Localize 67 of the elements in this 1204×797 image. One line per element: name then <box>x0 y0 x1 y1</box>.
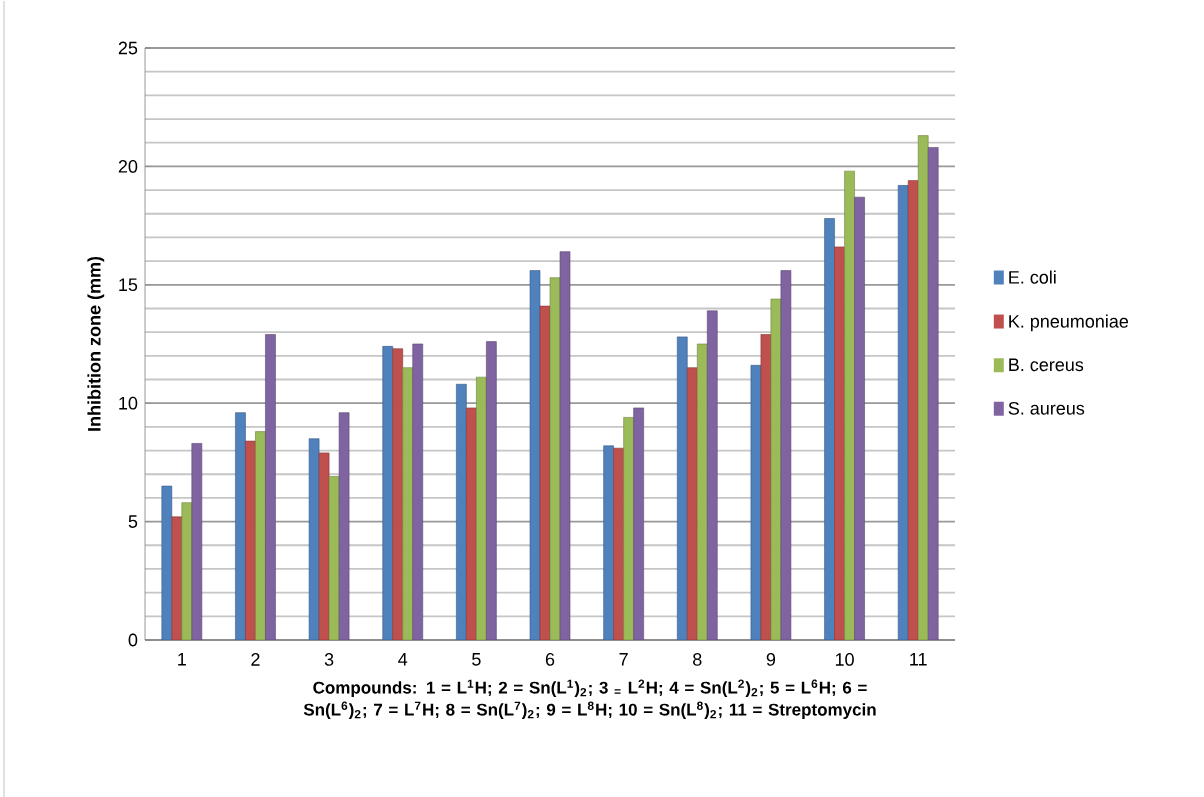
x-tick-label: 2 <box>251 652 260 666</box>
bar <box>476 376 487 640</box>
y-tick-label: 25 <box>118 41 138 55</box>
bar <box>559 251 571 640</box>
bar <box>854 196 865 640</box>
bar <box>338 412 350 640</box>
bar <box>171 516 183 640</box>
bar <box>750 364 762 640</box>
bar <box>917 135 929 640</box>
bar <box>770 298 782 640</box>
bar <box>328 476 340 640</box>
bar <box>402 367 414 640</box>
bar <box>235 412 246 640</box>
x-tick-label: 4 <box>398 652 408 666</box>
bar <box>686 367 698 640</box>
bar <box>161 485 173 640</box>
bar <box>265 334 276 640</box>
bar <box>780 270 792 640</box>
y-tick-label: 15 <box>119 278 138 291</box>
bar <box>907 180 919 640</box>
legend-label: S. aureus <box>1008 401 1085 415</box>
bar <box>456 383 467 640</box>
x-tick-label: 3 <box>324 652 334 666</box>
x-tick-label: 11 <box>910 652 927 666</box>
bar <box>308 438 320 640</box>
bar <box>927 146 939 640</box>
bar <box>245 440 256 640</box>
bar <box>633 407 644 640</box>
legend-label: E. coli <box>1009 270 1056 284</box>
y-tick-label: 20 <box>118 159 138 173</box>
x-tick-label: 5 <box>472 652 481 666</box>
text: Compounds: 1 = L$^{1}$H; 2 = Sn(L$^{1}$)$_{2}$; 3 $_{=}$ L$^{2}$H; 4 = Sn(L$^{2}$)$_{2}$; 5 = L$^{6}$H; 6 = Sn(L$^{6}$)$_{2}$; 7 = L$^{7}$H; 8 = Sn(L$^{7}$)$_{2}$; 9 = L$^{8}$H; 10 = Sn(L$^{8}$)$_{2}$; 11 = Streptomycin <box>303 679 876 719</box>
x-tick-label: 8 <box>693 652 702 666</box>
x-tick-label: 7 <box>619 652 628 666</box>
y-tick-label: 5 <box>128 515 138 528</box>
y-axis-title: Inhibition zone (mm) <box>87 256 105 431</box>
bar <box>897 184 909 640</box>
bar <box>760 334 772 640</box>
bar <box>623 416 634 640</box>
y-tick-label: 10 <box>119 396 138 410</box>
bar <box>706 310 718 640</box>
bar <box>529 270 541 640</box>
bar <box>382 345 394 640</box>
bar <box>191 442 203 640</box>
bar <box>318 452 330 640</box>
bar <box>834 246 845 640</box>
bar <box>486 341 497 640</box>
legend-label: B. cereus <box>1009 358 1084 371</box>
bar <box>549 277 561 640</box>
x-tick-label: 6 <box>545 652 555 666</box>
bar <box>696 343 708 640</box>
bar <box>466 407 477 640</box>
x-tick-label: 10 <box>835 652 854 666</box>
bar <box>676 336 688 640</box>
bar <box>603 445 614 640</box>
bar <box>181 502 193 640</box>
legend-label: K. pneumoniae <box>1009 314 1129 332</box>
bar <box>255 431 266 640</box>
x-tick-label: 1 <box>178 652 186 666</box>
bar <box>824 218 835 640</box>
bar <box>539 305 551 640</box>
x-tick-label: 9 <box>766 652 776 666</box>
bar <box>844 170 855 640</box>
bar <box>613 447 624 640</box>
bar <box>392 348 404 640</box>
bar <box>412 343 424 640</box>
y-tick-label: 0 <box>128 633 138 647</box>
